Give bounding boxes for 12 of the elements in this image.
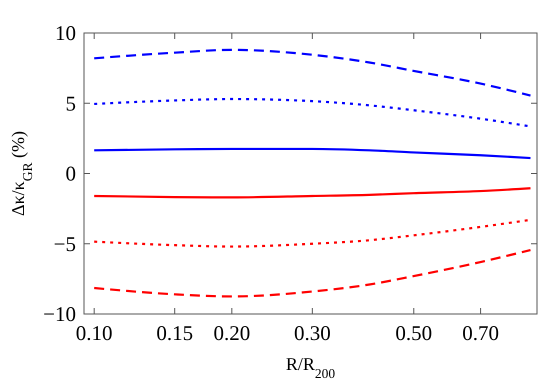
y-tick-label: 5 bbox=[66, 91, 76, 116]
y-tick-label: −10 bbox=[43, 302, 76, 326]
y-tick-label: 10 bbox=[55, 21, 76, 45]
x-tick-label: 0.50 bbox=[395, 321, 432, 345]
x-tick-label: 0.15 bbox=[156, 321, 194, 345]
y-tick-label: −5 bbox=[54, 232, 76, 256]
y-tick-label: 0 bbox=[66, 162, 76, 186]
x-tick-label: 0.10 bbox=[76, 321, 113, 345]
x-tick-label: 0.30 bbox=[294, 321, 331, 345]
x-tick-label: 0.20 bbox=[213, 321, 250, 345]
x-tick-label: 0.70 bbox=[462, 321, 499, 345]
x-axis-title: R/R$_{200}$ bbox=[286, 354, 336, 380]
